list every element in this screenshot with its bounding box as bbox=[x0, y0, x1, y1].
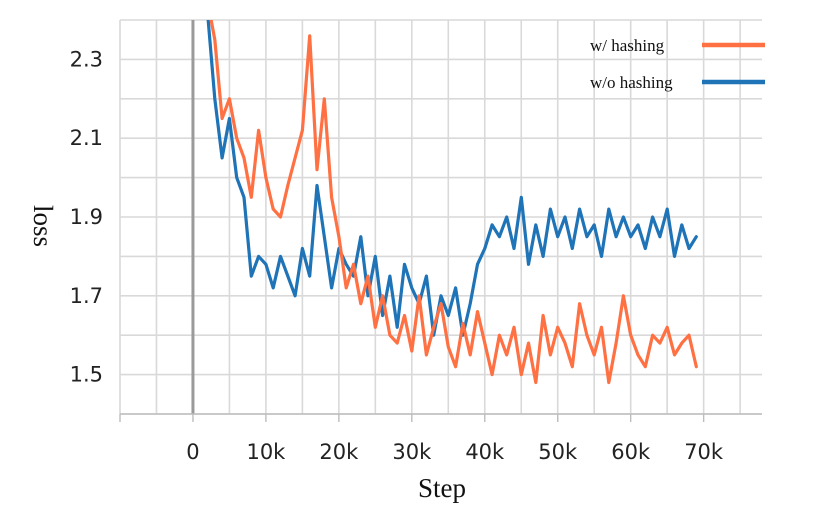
y-tick-label: 2.1 bbox=[70, 126, 103, 150]
x-tick-label: 10k bbox=[246, 440, 286, 464]
series-lines bbox=[206, 20, 698, 385]
y-tick-label: 1.9 bbox=[70, 205, 103, 229]
x-tick-label: 60k bbox=[611, 440, 651, 464]
y-tick-label: 1.7 bbox=[70, 284, 103, 308]
legend-label-with-hashing: w/ hashing bbox=[590, 36, 665, 55]
y-tick-label: 1.5 bbox=[70, 363, 103, 387]
y-tick-label: 2.3 bbox=[70, 47, 103, 71]
grid bbox=[119, 19, 762, 422]
y-axis-title: loss bbox=[28, 205, 58, 247]
tick-labels: 0 10k 20k 30k 40k 50k 60k 70k 1.5 1.7 1.9 2.1 2.3 bbox=[70, 47, 724, 464]
series-line-with-hashing bbox=[209, 20, 698, 385]
series-line-without-hashing bbox=[206, 20, 698, 337]
x-axis-title: Step bbox=[418, 473, 466, 503]
x-tick-label: 30k bbox=[392, 440, 432, 464]
legend-label-without-hashing: w/o hashing bbox=[590, 73, 673, 92]
x-tick-label: 0 bbox=[186, 440, 199, 464]
x-tick-label: 20k bbox=[319, 440, 359, 464]
x-tick-label: 50k bbox=[538, 440, 578, 464]
legend: w/ hashing w/o hashing bbox=[590, 36, 765, 92]
x-tick-label: 70k bbox=[684, 440, 724, 464]
x-tick-label: 40k bbox=[465, 440, 505, 464]
